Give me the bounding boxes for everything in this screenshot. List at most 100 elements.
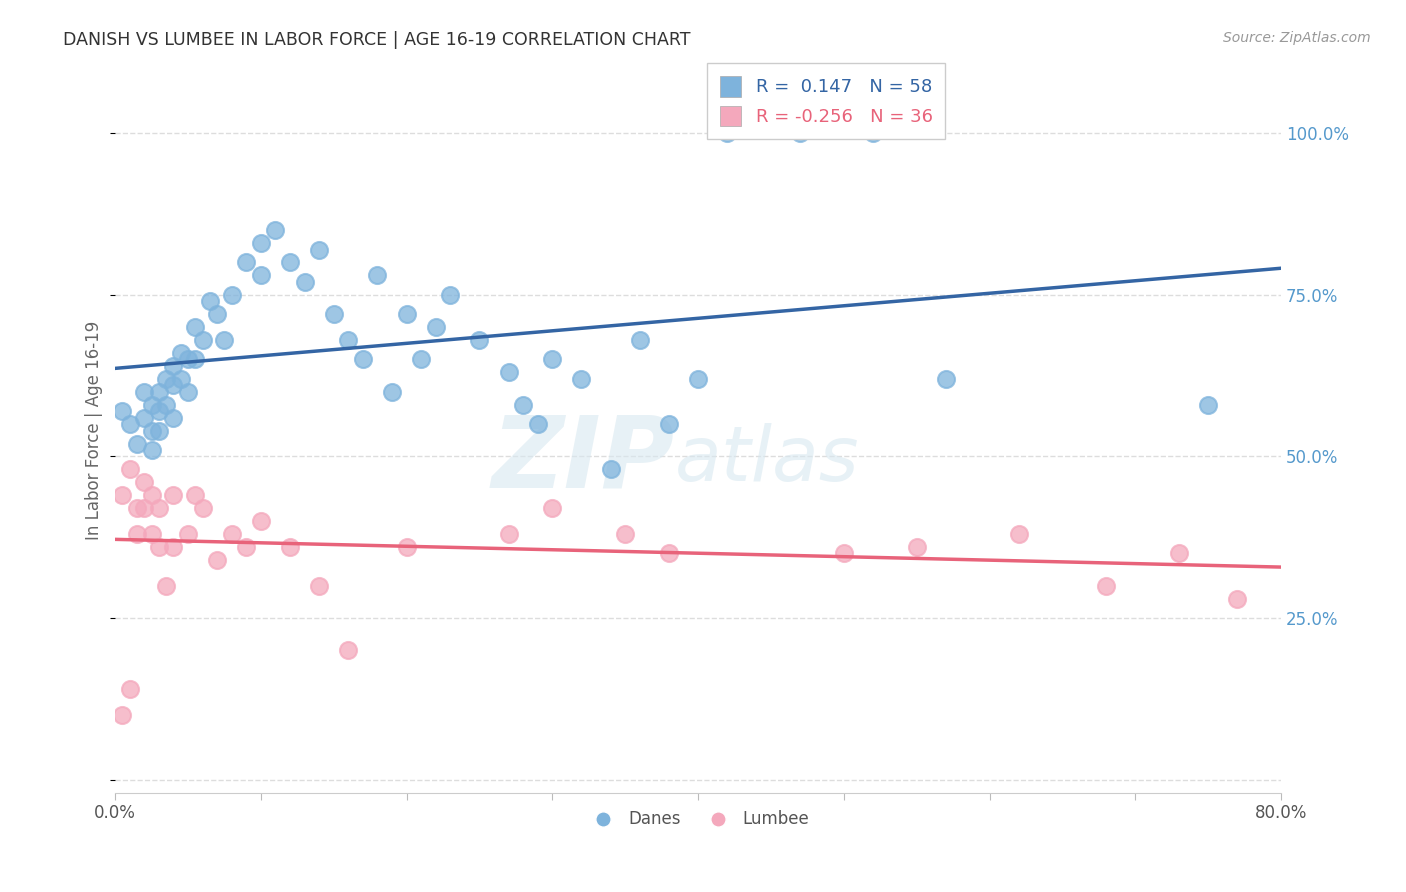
Point [935,372,957,386]
Point [905,540,928,554]
Point [235,540,257,554]
Point [118,682,141,697]
Text: atlas: atlas [675,423,859,497]
Point [1197,398,1219,412]
Point [250,236,273,251]
Point [184,352,207,367]
Point [125,527,148,541]
Point [250,514,273,528]
Point [395,540,418,554]
Point [512,398,534,412]
Point [395,307,418,321]
Point [111,488,134,502]
Point [198,294,221,309]
Point [541,352,564,367]
Point [155,579,177,593]
Point [1168,546,1191,560]
Point [599,462,621,476]
Point [111,708,134,723]
Point [439,288,461,302]
Point [205,307,228,321]
Point [250,268,273,283]
Point [214,333,236,347]
Point [111,404,134,418]
Point [468,333,491,347]
Point [235,255,257,269]
Point [162,488,184,502]
Point [1008,527,1031,541]
Point [134,501,156,516]
Point [184,488,207,502]
Point [686,372,709,386]
Point [221,288,243,302]
Text: ZIP: ZIP [492,411,675,508]
Point [148,424,170,438]
Point [141,424,163,438]
Point [425,320,447,334]
Point [141,527,163,541]
Point [134,384,156,399]
Point [177,352,200,367]
Point [170,372,193,386]
Legend: Danes, Lumbee: Danes, Lumbee [581,804,815,835]
Point [148,384,170,399]
Text: DANISH VS LUMBEE IN LABOR FORCE | AGE 16-19 CORRELATION CHART: DANISH VS LUMBEE IN LABOR FORCE | AGE 16… [63,31,690,49]
Point [337,333,360,347]
Point [658,546,681,560]
Point [155,372,177,386]
Point [1226,591,1249,606]
Point [162,540,184,554]
Point [716,126,738,140]
Point [541,501,564,516]
Point [141,442,163,457]
Point [264,223,287,237]
Point [118,462,141,476]
Point [658,417,681,431]
Point [125,501,148,516]
Point [337,643,360,657]
Point [141,488,163,502]
Point [308,243,330,257]
Point [221,527,243,541]
Point [205,553,228,567]
Point [162,378,184,392]
Point [278,255,301,269]
Point [118,417,141,431]
Point [1095,579,1118,593]
Point [134,475,156,490]
Point [155,398,177,412]
Y-axis label: In Labor Force | Age 16-19: In Labor Force | Age 16-19 [86,321,103,541]
Point [366,268,388,283]
Point [614,527,637,541]
Text: Source: ZipAtlas.com: Source: ZipAtlas.com [1223,31,1371,45]
Point [141,398,163,412]
Point [571,372,593,386]
Point [177,384,200,399]
Point [308,579,330,593]
Point [177,527,200,541]
Point [352,352,374,367]
Point [498,527,520,541]
Point [162,410,184,425]
Point [162,359,184,373]
Point [294,275,316,289]
Point [322,307,344,321]
Point [184,320,207,334]
Point [148,501,170,516]
Point [628,333,651,347]
Point [191,501,214,516]
Point [148,540,170,554]
Point [526,417,548,431]
Point [411,352,433,367]
Point [862,126,884,140]
Point [148,404,170,418]
Point [125,436,148,450]
Point [170,346,193,360]
Point [134,410,156,425]
Point [381,384,404,399]
Point [278,540,301,554]
Point [191,333,214,347]
Point [789,126,811,140]
Point [498,365,520,379]
Point [832,546,855,560]
